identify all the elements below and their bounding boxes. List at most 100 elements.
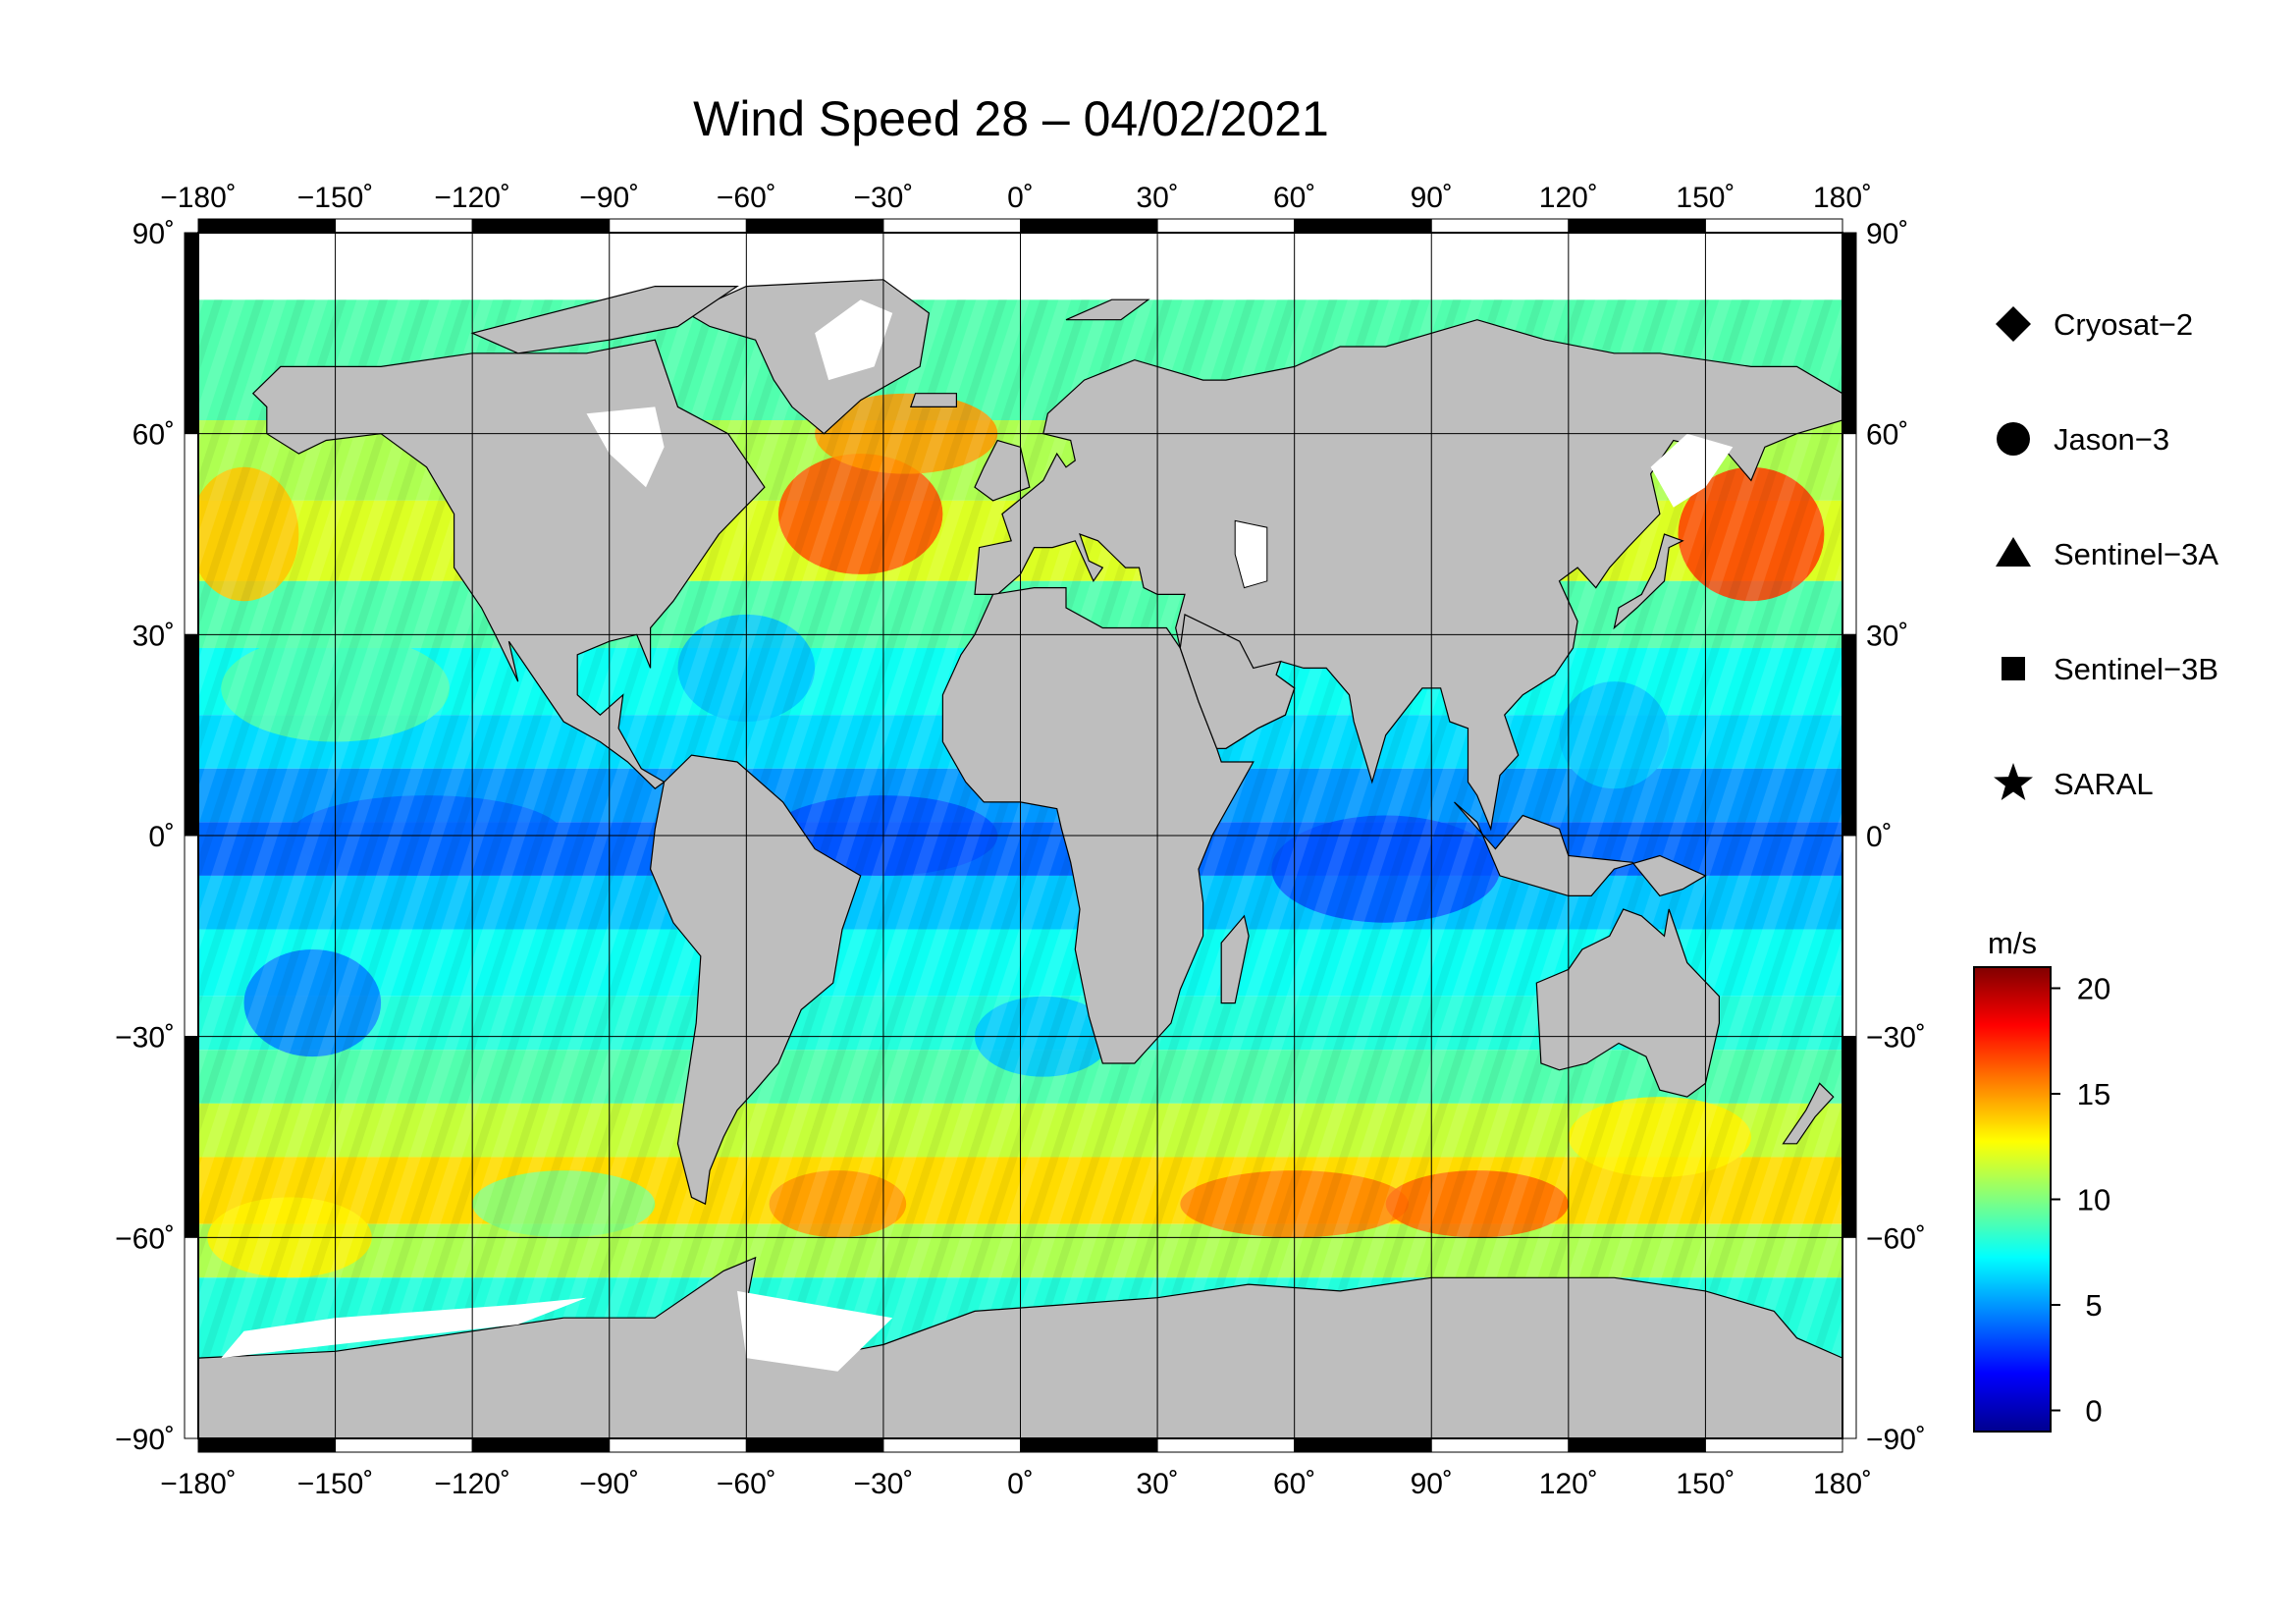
lon-tick-label-bottom: 30˚: [1136, 1468, 1178, 1500]
lat-tick-label-left: 30˚: [133, 620, 175, 652]
lon-tick-label-bottom: 120˚: [1539, 1468, 1598, 1500]
frame-segment: [882, 1437, 1022, 1453]
ice-antarctic-ice-weddell: [737, 1290, 893, 1372]
frame-segment: [1704, 218, 1843, 234]
frame-segment: [335, 1437, 473, 1453]
triangle-icon: [1996, 537, 2031, 567]
lon-tick-label-top: −60˚: [717, 182, 776, 214]
landmass-british-isles: [974, 439, 1031, 502]
frame-segment: [1568, 1437, 1706, 1453]
frame-segment: [609, 218, 747, 234]
frame-segment: [1568, 218, 1706, 234]
frame-segment: [1842, 232, 1857, 435]
circle-icon: [1997, 422, 2030, 456]
frame-segment: [609, 1437, 747, 1453]
frame-segment: [1430, 1437, 1570, 1453]
frame-segment: [471, 218, 611, 234]
lon-tick-label-top: −90˚: [579, 182, 639, 214]
landmass-new-zealand: [1782, 1082, 1835, 1145]
legend-item: Cryosat−2: [1996, 306, 2193, 342]
lon-tick-label-top: 30˚: [1136, 182, 1178, 214]
frame-segment: [745, 218, 884, 234]
lon-tick-label-top: 0˚: [1007, 182, 1034, 214]
lon-tick-label-top: −120˚: [434, 182, 510, 214]
frame-segment: [1842, 433, 1857, 635]
lat-tick-label-right: −60˚: [1866, 1222, 1926, 1255]
map-tick-labels: −180˚ −180˚ −150˚ −150˚ −120˚ −120˚ −90˚ −90˚ −6…: [115, 182, 1926, 1500]
legend-item: SARAL: [1994, 763, 2154, 801]
lon-tick-label-top: −30˚: [853, 182, 913, 214]
wind-speed-colorbar: m/s 20 15 10 5 0: [1973, 926, 2110, 1433]
frame-segment: [1294, 1437, 1432, 1453]
frame-segment: [184, 232, 199, 435]
frame-segment: [184, 433, 199, 635]
frame-segment: [1294, 218, 1432, 234]
lon-tick-label-bottom: 0˚: [1007, 1468, 1034, 1500]
lat-tick-label-right: −30˚: [1866, 1022, 1926, 1055]
landmass-madagascar: [1220, 914, 1250, 1004]
frame-segment: [1020, 1437, 1158, 1453]
lat-tick-label-left: −30˚: [115, 1022, 175, 1055]
frame-segment: [1704, 1437, 1843, 1453]
lon-tick-label-top: 90˚: [1411, 182, 1453, 214]
frame-segment: [197, 1437, 337, 1453]
landmass-south-america: [649, 754, 862, 1206]
frame-segment: [184, 1036, 199, 1238]
chart-title: Wind Speed 28 – 04/02/2021: [693, 91, 1329, 146]
colorbar-tick-label: 15: [2077, 1077, 2110, 1111]
ice-hudson-bay: [586, 406, 665, 488]
ice-antarctic-ice-ross: [221, 1297, 587, 1359]
lon-tick-label-bottom: 180˚: [1813, 1468, 1872, 1500]
colorbar-tick-label: 20: [2077, 972, 2110, 1006]
frame-segment: [745, 1437, 884, 1453]
legend-item-label: Jason−3: [2054, 422, 2169, 457]
frame-segment: [1842, 1236, 1857, 1439]
diamond-icon: [1996, 306, 2031, 342]
lat-tick-label-right: 30˚: [1866, 620, 1908, 652]
map-frame: [184, 218, 1857, 1453]
frame-segment: [1020, 218, 1158, 234]
world-map: [184, 218, 1857, 1453]
frame-segment: [1842, 1036, 1857, 1238]
lon-tick-label-top: 150˚: [1676, 182, 1735, 214]
frame-segment: [184, 633, 199, 837]
lat-tick-label-left: 0˚: [148, 821, 175, 853]
frame-segment: [1430, 218, 1570, 234]
colorbar-ramp: [1973, 966, 2052, 1433]
legend-item-label: Sentinel−3A: [2054, 537, 2218, 571]
star-icon: [1994, 763, 2033, 800]
landmass-iceland: [909, 393, 958, 407]
frame-segment: [1842, 835, 1857, 1038]
legend-item: Sentinel−3B: [2002, 652, 2218, 686]
lon-tick-label-bottom: −90˚: [579, 1468, 639, 1500]
map-border: [197, 232, 1843, 1439]
lat-tick-label-left: −60˚: [115, 1222, 175, 1255]
satellite-legend: Cryosat−2 Jason−3 Sentinel−3A Sentinel−3B SA…: [1994, 306, 2218, 801]
frame-segment: [471, 1437, 611, 1453]
ice-sea-of-okhotsk: [1650, 433, 1734, 508]
lat-tick-label-right: 60˚: [1866, 419, 1908, 452]
colorbar-tick-label: 10: [2077, 1183, 2110, 1217]
landmass-arabia: [1179, 613, 1296, 749]
lon-tick-label-bottom: −60˚: [717, 1468, 776, 1500]
lat-tick-label-left: 90˚: [133, 218, 175, 250]
colorbar-tick-label: 5: [2085, 1288, 2102, 1323]
lon-tick-label-top: 60˚: [1273, 182, 1315, 214]
lat-tick-label-left: −90˚: [115, 1424, 175, 1456]
frame-segment: [335, 218, 473, 234]
frame-segment: [882, 218, 1022, 234]
lon-tick-label-bottom: 150˚: [1676, 1468, 1735, 1500]
lon-tick-label-bottom: −180˚: [160, 1468, 237, 1500]
frame-segment: [1156, 218, 1296, 234]
lon-tick-label-top: −180˚: [160, 182, 237, 214]
lon-tick-label-bottom: 90˚: [1411, 1468, 1453, 1500]
colorbar-tick-label: 0: [2085, 1394, 2102, 1429]
lon-tick-label-bottom: −150˚: [297, 1468, 374, 1500]
lat-tick-label-right: 0˚: [1866, 821, 1893, 853]
legend-item-label: Cryosat−2: [2054, 307, 2193, 342]
legend-item: Jason−3: [1997, 422, 2169, 457]
caspian-sea: [1234, 519, 1268, 589]
lon-tick-label-bottom: −30˚: [853, 1468, 913, 1500]
lat-tick-label-left: 60˚: [133, 419, 175, 452]
